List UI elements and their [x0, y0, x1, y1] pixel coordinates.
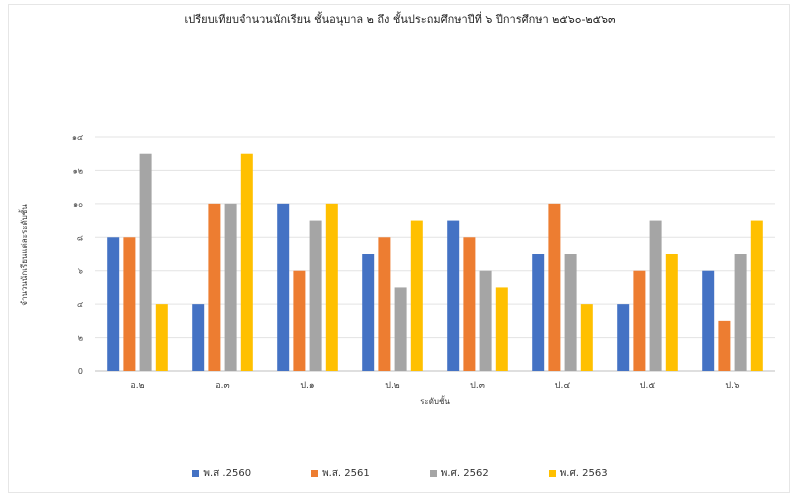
legend-label: พ.ส .2560 [203, 468, 252, 479]
bar [107, 237, 120, 371]
bar [463, 237, 476, 371]
legend-label: พ.ส. 2561 [322, 468, 370, 479]
bar [325, 203, 338, 371]
bar [378, 237, 391, 371]
bar [192, 304, 205, 371]
bar [123, 237, 136, 371]
bar [548, 203, 561, 371]
bar [208, 203, 221, 371]
y-tick-label: 0 [78, 367, 83, 376]
bar [495, 287, 508, 371]
x-tick-label: ป.๓ [470, 381, 485, 391]
bar [224, 203, 237, 371]
legend-item-2562: พ.ศ. 2562 [429, 466, 489, 481]
bar [718, 320, 731, 371]
bar [293, 270, 306, 371]
y-tick-label: ๑๔ [72, 133, 83, 142]
bar [580, 304, 593, 371]
x-tick-label: ป.๔ [555, 381, 571, 391]
legend-swatch [311, 470, 319, 477]
bar [532, 254, 545, 371]
y-tick-label: ๑๐ [73, 200, 83, 209]
legend-item-2560: พ.ส .2560 [192, 466, 251, 481]
y-tick-label: ๔ [77, 300, 83, 309]
legend-label: พ.ศ. 2563 [559, 468, 608, 479]
bar [277, 203, 290, 371]
y-tick-label: ๖ [78, 267, 83, 276]
x-tick-label: อ.๓ [215, 381, 229, 391]
x-tick-label: ป.๕ [640, 381, 656, 391]
chart-legend: พ.ส .2560 พ.ส. 2561 พ.ศ. 2562 พ.ศ. 2563 [0, 466, 800, 481]
bar [394, 287, 407, 371]
legend-swatch [429, 470, 437, 477]
x-tick-label: ป.๒ [385, 381, 400, 391]
bar [564, 254, 577, 371]
chart-title: เปรียบเทียบจำนวนนักเรียน ชั้นอนุบาล ๒ ถึ… [184, 13, 616, 26]
bar [139, 153, 152, 371]
x-axis-label: ระดับชั้น [420, 397, 450, 406]
legend-item-2561: พ.ส. 2561 [311, 466, 370, 481]
legend-swatch [192, 470, 200, 477]
bar [617, 304, 630, 371]
bar [750, 220, 763, 371]
bar [649, 220, 662, 371]
y-axis-label: จำนวนนักเรียนแต่ละระดับชั้น [20, 204, 29, 306]
x-tick-label: ป.๖ [725, 381, 740, 391]
legend-swatch [548, 470, 556, 477]
bar [702, 270, 715, 371]
bar [410, 220, 423, 371]
bar [447, 220, 460, 371]
legend-item-2563: พ.ศ. 2563 [548, 466, 608, 481]
x-tick-label: อ.๒ [130, 381, 144, 391]
y-tick-label: ๑๒ [73, 166, 83, 175]
bar [633, 270, 646, 371]
bar [665, 254, 678, 371]
bar [155, 304, 168, 371]
bar [309, 220, 322, 371]
bar [240, 153, 253, 371]
bar [734, 254, 747, 371]
legend-label: พ.ศ. 2562 [440, 468, 489, 479]
x-tick-label: ป.๑ [300, 381, 314, 391]
y-tick-label: ๒ [78, 334, 83, 343]
y-tick-label: ๘ [77, 233, 83, 242]
bar [479, 270, 492, 371]
bar [362, 254, 375, 371]
